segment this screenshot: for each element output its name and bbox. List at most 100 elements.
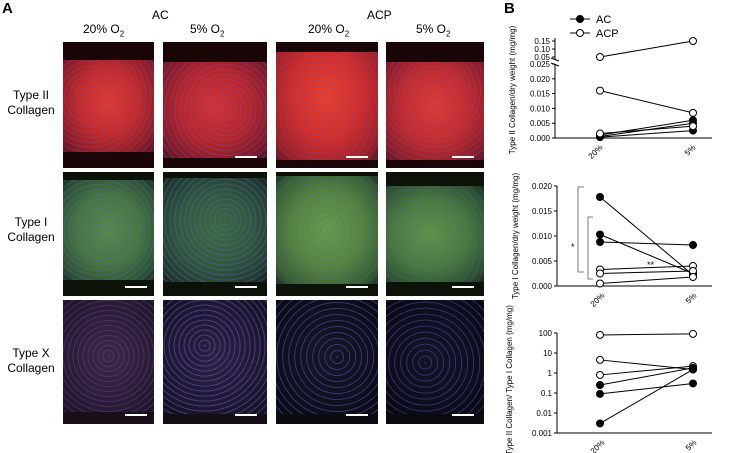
- chart1-ytick-label: 0.020: [530, 75, 551, 84]
- legend-marker-ac: [576, 15, 584, 23]
- row-label-type-i: Type I Collagen: [7, 215, 55, 244]
- data-point: [596, 330, 604, 339]
- chart3-xtick-20: 20%: [589, 438, 607, 453]
- series-line: [599, 40, 694, 58]
- micrograph-type-x-ac-20: [63, 300, 154, 424]
- series-line: [599, 130, 694, 138]
- column-label-acp-20: 20% O2: [308, 22, 350, 39]
- data-point: [689, 379, 697, 388]
- chart2-xtick-20: 20%: [589, 291, 607, 309]
- significance-bracket-ac: [577, 186, 584, 273]
- significance-star-double: **: [647, 260, 655, 270]
- data-point: [596, 129, 604, 138]
- micrograph-type-ii-acp-20: [276, 42, 378, 168]
- chart1-ytick-label: 0.15: [534, 37, 550, 46]
- chart3-ytick-label: 0.001: [532, 429, 553, 438]
- chart1-ytick-label: 0.010: [530, 104, 551, 113]
- legend: AC ACP: [570, 14, 619, 40]
- series-line: [599, 369, 694, 424]
- series-line: [599, 270, 694, 274]
- row-label-type-ii: Type II Collagen: [7, 88, 55, 117]
- group-label-ac: AC: [152, 8, 169, 22]
- data-point: [596, 53, 604, 61]
- chart3-xtick-5: 5%: [684, 438, 699, 453]
- data-point: [689, 329, 697, 338]
- data-point: [689, 241, 697, 249]
- chart1-ytick-label: 0.005: [530, 119, 551, 128]
- micrograph-type-i-ac-5: [163, 172, 267, 296]
- micrograph-type-x-acp-5: [386, 300, 484, 424]
- data-point: [689, 273, 697, 281]
- micrograph-type-x-ac-5: [163, 300, 267, 424]
- data-point: [596, 419, 604, 428]
- chart1-ytick-label: 0.05: [534, 53, 550, 62]
- group-label-acp: ACP: [367, 8, 392, 22]
- chart2-ytick-label: 0.010: [532, 232, 553, 241]
- chart-type-i-dry-weight: Type I Collagen/dry weight (mg/mg) 0.000…: [511, 173, 712, 309]
- chart1-ylabel: Type II Collagen/dry weight (mg/mg): [508, 25, 517, 154]
- row-label-type-x: Type X Collagen: [7, 346, 55, 375]
- series-line: [599, 365, 694, 376]
- micrograph-type-ii-acp-5: [386, 42, 484, 168]
- series-line: [599, 359, 694, 370]
- chart1-ytick-label: 0.000: [530, 134, 551, 143]
- series-line: [599, 241, 694, 246]
- chart3-ytick-label: 10: [543, 349, 552, 358]
- data-point: [596, 238, 604, 246]
- chart1-xtick-20: 20%: [587, 143, 605, 161]
- chart2-ytick-label: 0.020: [532, 182, 553, 191]
- data-point: [689, 108, 697, 117]
- chart1-ytick-label: 0.015: [530, 90, 551, 99]
- micrograph-type-ii-ac-20: [63, 42, 154, 168]
- chart2-ytick-label: 0.005: [532, 257, 553, 266]
- series-line: [599, 90, 694, 114]
- chart-type-ii-type-i-ratio: Type II Collagen/ Type I Collagen (mg/mg…: [505, 305, 712, 453]
- series-line: [599, 276, 694, 284]
- panel-b-charts: AC ACP Type II Collagen/dry weight (mg/m…: [505, 14, 712, 453]
- chart3-ytick-label: 100: [539, 329, 553, 338]
- chart2-ytick-label: 0.000: [532, 282, 553, 291]
- series-line: [599, 333, 694, 336]
- chart-type-ii-dry-weight: Type II Collagen/dry weight (mg/mg) 0.00…: [508, 25, 712, 161]
- chart3-ytick-label: 0.1: [541, 389, 553, 398]
- chart3-ylabel: Type II Collagen/ Type I Collagen (mg/mg…: [505, 305, 514, 453]
- significance-bracket-outer: [587, 216, 593, 280]
- legend-marker-acp: [576, 29, 584, 37]
- data-point: [596, 389, 604, 398]
- micrograph-type-ii-ac-5: [163, 42, 267, 168]
- data-point: [689, 122, 697, 131]
- chart3-ytick-label: 1: [548, 369, 553, 378]
- chart3-ytick-label: 0.01: [536, 409, 552, 418]
- column-label-ac-20: 20% O2: [83, 22, 125, 39]
- data-point: [596, 381, 604, 390]
- legend-label-ac: AC: [596, 14, 611, 26]
- series-line: [599, 265, 694, 270]
- micrograph-type-x-acp-20: [276, 300, 378, 424]
- data-point: [596, 279, 604, 288]
- chart2-xtick-5: 5%: [684, 291, 699, 306]
- series-line: [599, 196, 694, 276]
- micrograph-type-i-acp-5: [386, 172, 484, 296]
- data-point: [596, 370, 604, 379]
- series-line: [599, 125, 694, 135]
- data-point: [689, 365, 697, 374]
- series-line: [599, 382, 694, 395]
- chart1-ytick-label: 0.10: [534, 45, 550, 54]
- legend-label-acp: ACP: [596, 28, 619, 40]
- data-point: [596, 230, 604, 239]
- column-label-ac-5: 5% O2: [190, 22, 225, 39]
- chart1-ytick-label: 0.025: [530, 60, 551, 69]
- micrograph-type-i-acp-20: [276, 172, 378, 296]
- panel-a-letter: A: [2, 0, 13, 17]
- data-point: [596, 269, 604, 278]
- panel-b-letter: B: [504, 0, 515, 17]
- chart1-xtick-5: 5%: [683, 143, 698, 158]
- micrograph-type-i-ac-20: [63, 172, 154, 296]
- data-point: [596, 193, 604, 201]
- series-line: [599, 367, 694, 386]
- data-point: [689, 37, 697, 45]
- column-label-acp-5: 5% O2: [416, 22, 451, 39]
- data-point: [596, 355, 604, 364]
- chart2-ylabel: Type I Collagen/dry weight (mg/mg): [511, 173, 520, 300]
- chart2-ytick-label: 0.015: [532, 207, 553, 216]
